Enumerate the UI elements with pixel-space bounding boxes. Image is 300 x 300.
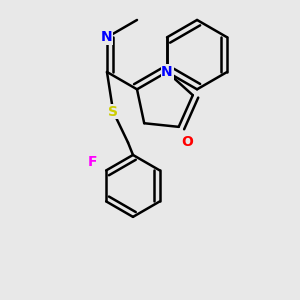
Text: N: N <box>101 30 113 44</box>
Text: O: O <box>182 135 193 149</box>
Text: S: S <box>108 105 118 118</box>
Text: F: F <box>88 155 97 170</box>
Text: N: N <box>161 65 173 79</box>
